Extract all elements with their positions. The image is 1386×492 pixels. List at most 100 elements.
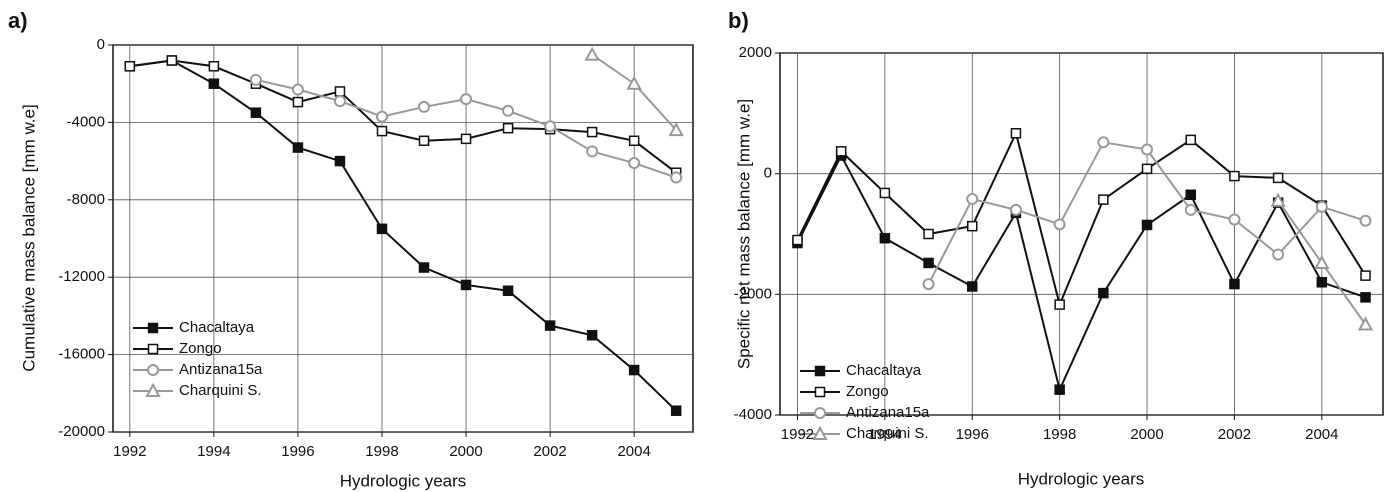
x-axis-title: Hydrologic years	[1018, 469, 1145, 488]
marker	[670, 171, 683, 184]
marker	[250, 107, 262, 118]
marker	[1229, 170, 1240, 182]
x-tick-label: 1996	[281, 443, 314, 460]
marker	[1272, 248, 1285, 261]
plot-area	[112, 44, 694, 433]
legend-marker	[814, 365, 826, 377]
legend-marker	[147, 322, 159, 334]
marker	[1010, 127, 1022, 139]
marker	[1009, 203, 1022, 216]
marker	[376, 223, 388, 235]
marker	[1097, 136, 1110, 149]
marker	[1360, 270, 1371, 281]
x-tick-label: 2002	[533, 443, 566, 460]
panel-label: b)	[728, 8, 749, 33]
marker	[628, 157, 641, 170]
marker	[1054, 299, 1065, 310]
marker	[670, 405, 682, 416]
y-axis-title: Cumulative mass balance [mm w.e]	[19, 104, 38, 371]
x-tick-label: 2004	[617, 443, 650, 460]
y-tick-label: -4000	[67, 113, 105, 130]
marker	[1229, 278, 1240, 290]
marker	[166, 55, 178, 66]
y-tick-label: 0	[97, 36, 105, 53]
y-tick-label: -2000	[734, 285, 772, 302]
marker	[334, 155, 346, 167]
y-tick-label: -8000	[67, 191, 105, 208]
marker	[1315, 200, 1328, 213]
marker	[418, 262, 430, 273]
x-tick-label: 2000	[1130, 426, 1163, 443]
marker	[626, 75, 642, 90]
x-tick-label: 1994	[868, 426, 901, 443]
marker	[502, 122, 514, 134]
marker	[124, 61, 136, 72]
legend-label: Chacaltaya	[846, 362, 922, 379]
x-tick-label: 1998	[1043, 426, 1076, 443]
marker	[334, 86, 346, 97]
marker	[1141, 163, 1153, 175]
panel-label: a)	[8, 8, 28, 33]
marker	[1185, 134, 1196, 146]
marker	[1228, 213, 1241, 226]
marker	[418, 135, 430, 147]
plot-area	[779, 52, 1384, 416]
y-tick-label: 0	[764, 165, 772, 182]
marker	[967, 220, 978, 232]
marker	[249, 73, 262, 86]
x-tick-label: 1998	[365, 443, 398, 460]
marker	[502, 104, 515, 117]
marker	[586, 126, 598, 138]
legend-label: Chacaltaya	[179, 319, 255, 336]
series-line	[129, 59, 677, 174]
marker	[1357, 316, 1374, 331]
x-tick-label: 1996	[956, 426, 989, 443]
marker	[967, 281, 978, 292]
marker	[1053, 218, 1066, 231]
marker	[628, 364, 640, 376]
marker	[1272, 172, 1284, 184]
marker	[923, 257, 934, 269]
series-line	[796, 130, 1367, 308]
x-axis-title: Hydrologic years	[340, 471, 467, 490]
y-tick-label: 2000	[739, 44, 772, 61]
marker	[586, 330, 598, 341]
marker	[966, 193, 979, 206]
marker	[544, 120, 557, 133]
marker	[502, 285, 514, 296]
marker	[922, 278, 935, 291]
marker	[1185, 189, 1196, 201]
marker	[1316, 277, 1328, 288]
legend-marker	[814, 407, 826, 419]
marker	[586, 145, 599, 158]
marker	[1098, 287, 1109, 299]
x-tick-label: 1992	[113, 443, 146, 460]
marker	[792, 234, 803, 246]
marker	[460, 133, 472, 145]
marker	[1270, 192, 1286, 207]
y-tick-label: -20000	[58, 423, 105, 440]
marker	[292, 142, 304, 153]
legend-label: Charquini S.	[846, 425, 929, 442]
marker	[923, 228, 934, 240]
marker	[333, 95, 346, 108]
marker	[1359, 214, 1372, 227]
marker	[1141, 219, 1153, 231]
legend-label: Zongo	[846, 383, 889, 400]
y-axis-title: Specific net mass balance [mm w.e]	[734, 99, 753, 369]
legend-marker	[814, 386, 826, 398]
series-line	[129, 59, 677, 412]
marker	[835, 146, 847, 157]
legend-label: Antizana15a	[179, 361, 263, 378]
marker	[668, 122, 684, 137]
marker	[376, 125, 388, 137]
marker	[879, 187, 891, 199]
marker	[460, 93, 473, 106]
marker	[418, 100, 431, 113]
y-tick-label: -16000	[58, 346, 105, 363]
marker	[544, 320, 556, 331]
marker	[1054, 384, 1065, 395]
x-tick-label: 1994	[197, 443, 230, 460]
y-tick-label: -12000	[58, 268, 105, 285]
legend-marker	[812, 425, 828, 440]
